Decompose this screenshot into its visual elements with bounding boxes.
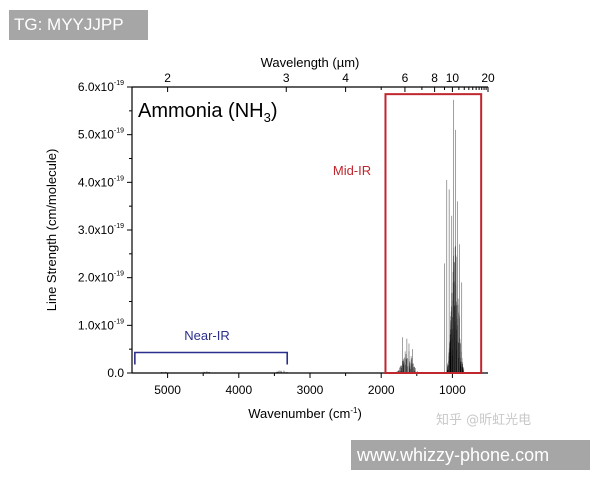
annotations: Mid-IR Near-IR bbox=[134, 93, 483, 375]
near-ir-bracket bbox=[134, 351, 289, 365]
x-tick-label: 4000 bbox=[225, 383, 252, 397]
mid-ir-box bbox=[384, 93, 483, 375]
y-tick-label: 3.0x10-19 bbox=[78, 223, 124, 237]
x2-tick-label: 4 bbox=[342, 71, 349, 85]
axes: 5000 4000 3000 2000 1000 2 3 4 6 8 10 20 0.0 1.0x10-1… bbox=[78, 71, 495, 397]
y-tick-label: 6.0x10-19 bbox=[78, 80, 124, 94]
chart-title: Ammonia (NH3) bbox=[138, 100, 277, 125]
watermark-zhihu: 知乎 @昕虹光电 bbox=[436, 413, 532, 428]
y-tick-label: 1.0x10-19 bbox=[78, 318, 124, 332]
x-tick-label: 1000 bbox=[439, 383, 466, 397]
mid-ir-label: Mid-IR bbox=[333, 163, 371, 178]
x2-axis-label: Wavelength (µm) bbox=[261, 55, 360, 70]
x2-tick-label: 2 bbox=[164, 71, 171, 85]
y-tick-label: 0.0 bbox=[107, 366, 124, 380]
x-tick-label: 3000 bbox=[297, 383, 324, 397]
y-tick-label: 5.0x10-19 bbox=[78, 128, 124, 142]
y-axis-label: Line Strength (cm/molecule) bbox=[44, 149, 59, 312]
x2-tick-label: 20 bbox=[481, 71, 495, 85]
x-tick-label: 5000 bbox=[154, 383, 181, 397]
y-tick-label: 4.0x10-19 bbox=[78, 175, 124, 189]
x-axis-label: Wavenumber (cm-1) bbox=[248, 406, 362, 421]
x2-tick-label: 6 bbox=[402, 71, 409, 85]
x2-tick-label: 3 bbox=[283, 71, 290, 85]
x2-tick-label: 8 bbox=[431, 71, 438, 85]
near-ir-label: Near-IR bbox=[184, 328, 230, 343]
y-tick-label: 2.0x10-19 bbox=[78, 271, 124, 285]
watermark-bottom-right: www.whizzy-phone.com bbox=[351, 440, 590, 470]
watermark-top-left: TG: MYYJJPP bbox=[9, 10, 148, 40]
x-tick-label: 2000 bbox=[368, 383, 395, 397]
spectrum-lines bbox=[158, 99, 465, 373]
x2-tick-label: 10 bbox=[446, 71, 460, 85]
